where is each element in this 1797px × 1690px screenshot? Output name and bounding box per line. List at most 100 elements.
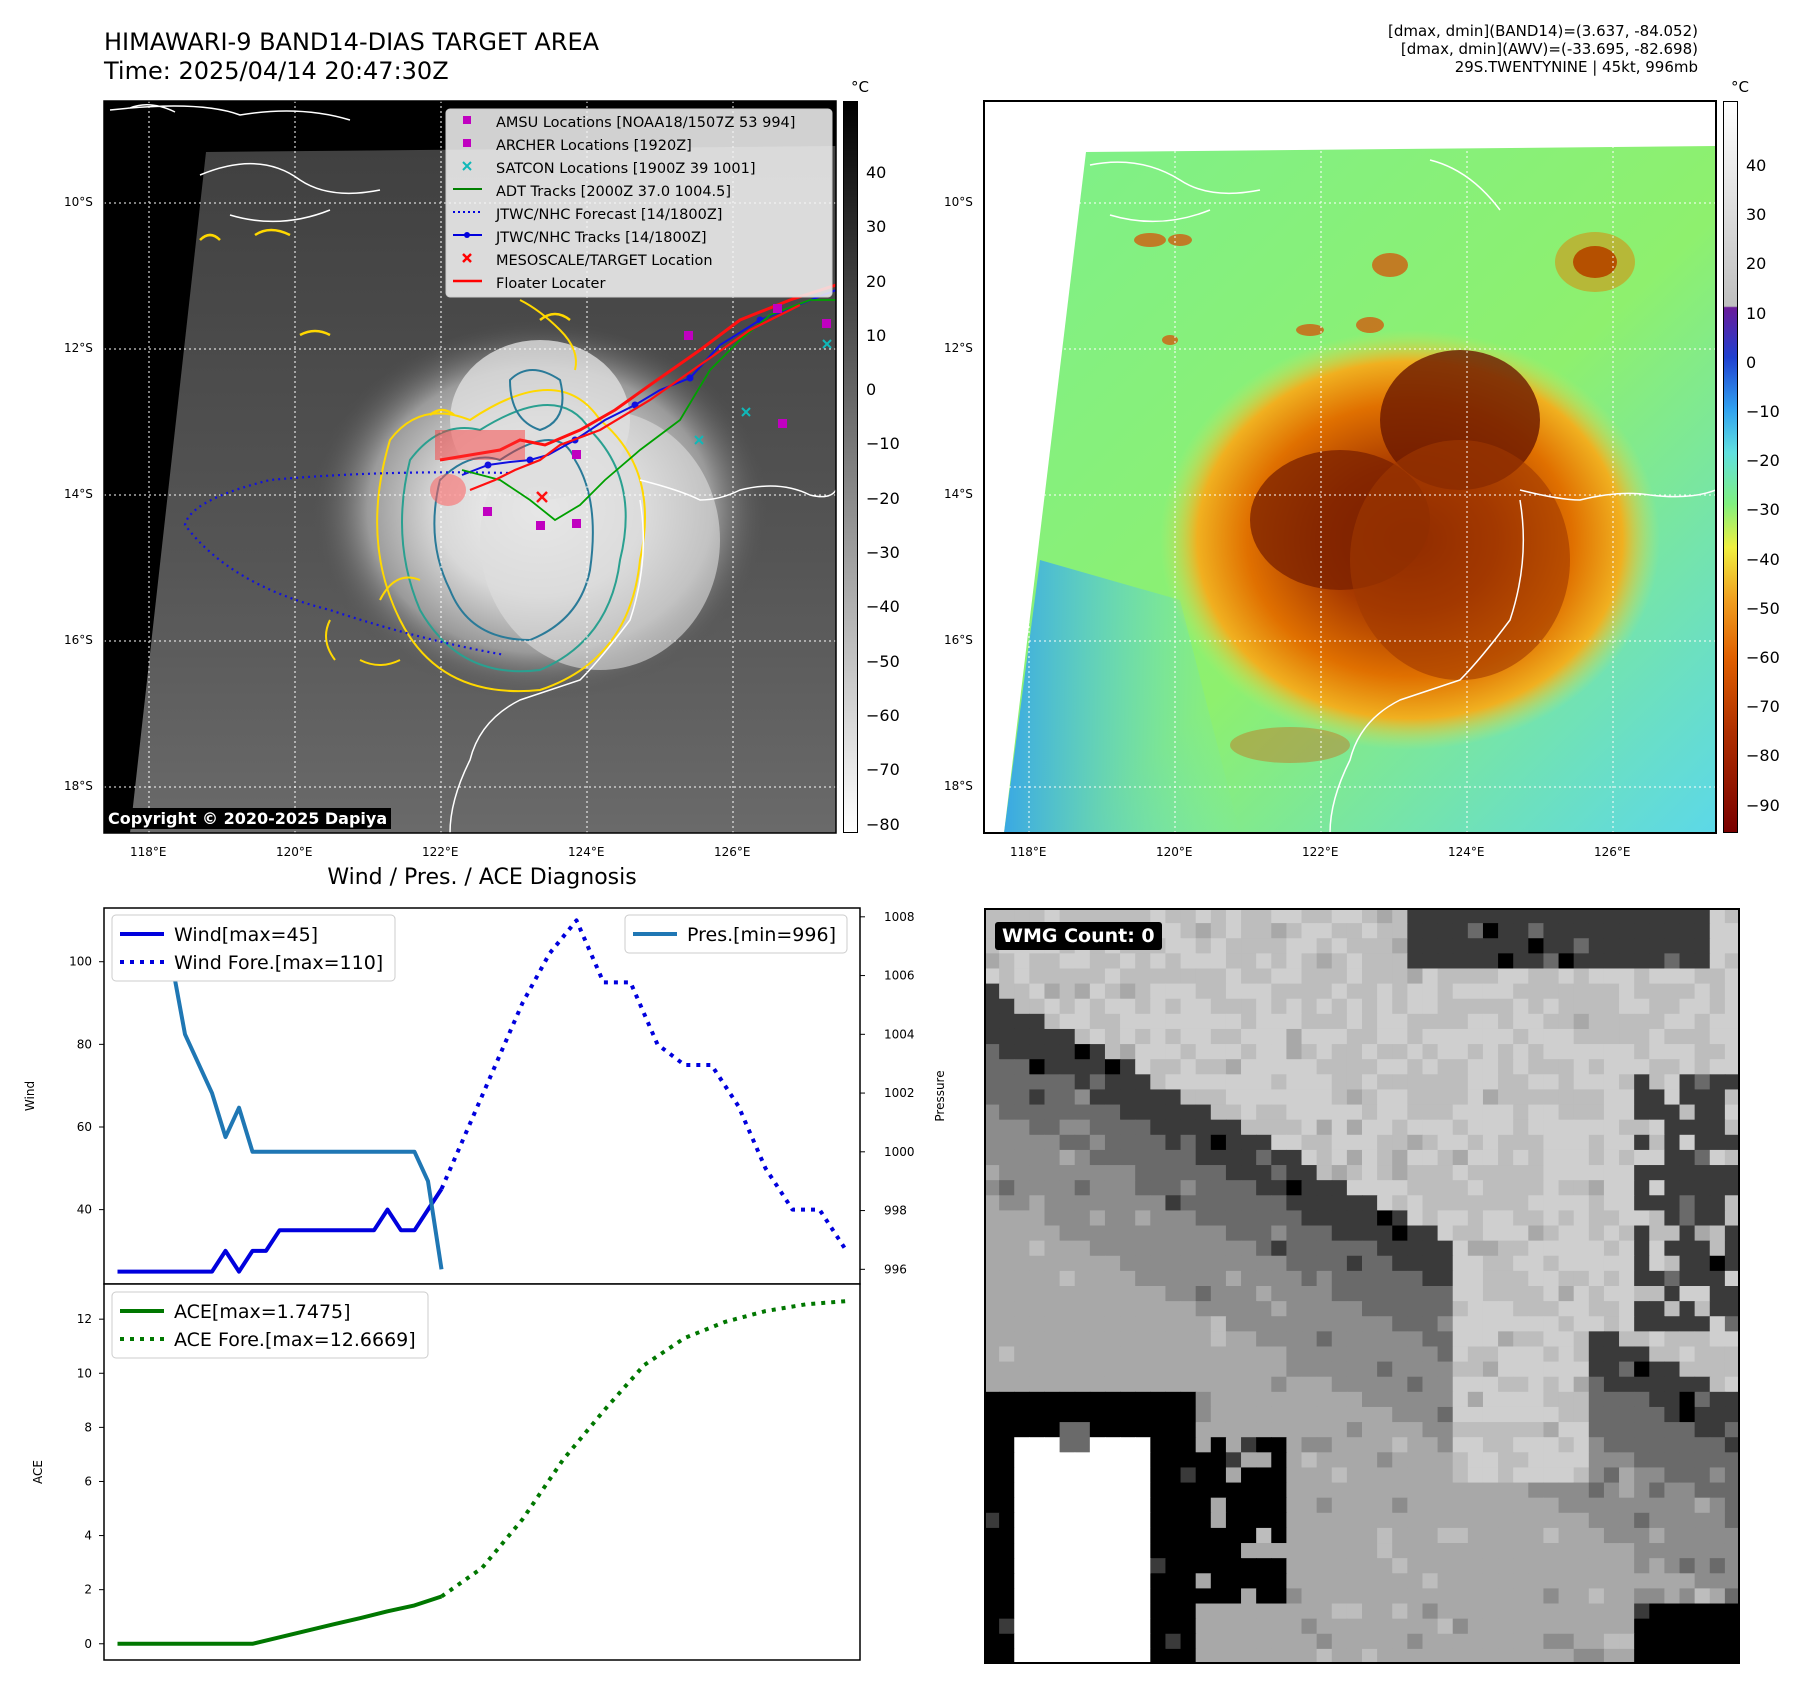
map-frame (103, 100, 837, 834)
band14-range: [dmax, dmin](BAND14)=(3.637, -84.052) (1387, 22, 1698, 40)
pressure-ytick-label: 998 (884, 1204, 907, 1218)
lon-label-126e: 126°E (714, 845, 751, 859)
color-tick: −60 (1746, 648, 1780, 668)
legend-labels: AMSU Locations [NOAA18/1507Z 53 994] ARC… (496, 112, 795, 296)
adt-track (461, 299, 836, 522)
lon-label-124e: 124°E (568, 845, 605, 859)
ace-ytick-label: 10 (77, 1366, 92, 1380)
gray-tick: −10 (866, 434, 900, 454)
wind-ytick-label: 60 (77, 1120, 92, 1134)
ace-legend-box (111, 1291, 429, 1359)
ace-ytick-label: 4 (84, 1529, 92, 1543)
color-tick: −20 (1746, 451, 1780, 471)
color-tick: −90 (1746, 795, 1780, 815)
lat-label-16s: 16°S (64, 633, 93, 647)
diagnosis-charts: 40 60 80 100 996 998 1000 1002 1004 1006 1008 0 2 4 6 8… (23, 907, 947, 1661)
floater-track (439, 283, 836, 462)
gray-tick: 0 (866, 380, 877, 400)
diagnosis-title: Wind / Pres. / ACE Diagnosis (327, 865, 637, 890)
lon-label-120e: 120°E (276, 845, 313, 859)
awv-pixel-panel (984, 908, 1740, 1664)
ace-legend-label: ACE Fore.[max=12.6669] (174, 1329, 416, 1351)
gray-tick: 30 (866, 217, 887, 237)
color-tick: −30 (1746, 500, 1780, 520)
legend-archer-icon (463, 139, 471, 147)
pressure-ytick-label: 1006 (884, 969, 915, 983)
gray-tick: 10 (866, 325, 887, 345)
color-tick: −70 (1746, 697, 1780, 717)
color-colorbar (1723, 101, 1738, 833)
color-tick: 0 (1746, 352, 1757, 372)
gray-colorbar-unit: °C (851, 78, 869, 96)
ace-ytick-label: 8 (84, 1420, 92, 1434)
ace-axis-label: ACE (31, 1460, 45, 1484)
wmg-count-badge: WMG Count: 0 (995, 922, 1162, 950)
figure-title: HIMAWARI-9 BAND14-DIAS TARGET AREA Time:… (104, 28, 599, 86)
lat-label-14s: 14°S (64, 487, 93, 501)
ir-lon-label-118e: 118°E (1010, 845, 1047, 859)
lon-label-122e: 122°E (422, 845, 459, 859)
pressure-axis-label: Pressure (933, 1070, 947, 1121)
legend-label-satcon: SATCON Locations [1900Z 39 1001] (496, 161, 756, 177)
gray-tick: −30 (866, 543, 900, 563)
ace-ytick-label: 0 (84, 1637, 92, 1651)
wind-forecast-series-line (439, 918, 849, 1252)
title-line-2: Time: 2025/04/14 20:47:30Z (104, 57, 449, 85)
ace-ytick-label: 12 (77, 1312, 92, 1326)
legend-label-jtwc: JTWC/NHC Tracks [14/1800Z] (496, 230, 707, 246)
color-tick: −10 (1746, 402, 1780, 422)
gray-colorbar (843, 101, 858, 833)
ir-lat-label-16s: 16°S (944, 633, 973, 647)
copyright-badge: Copyright © 2020-2025 Dapiya (104, 808, 392, 829)
lat-label-12s: 12°S (64, 341, 93, 355)
ir-lat-label-14s: 14°S (944, 487, 973, 501)
gray-tick: 40 (866, 163, 887, 182)
wind-series-line (117, 1187, 444, 1274)
legend-label-archer: ARCHER Locations [1920Z] (496, 138, 692, 154)
awv-raster (984, 908, 1740, 1664)
gray-tick: 20 (866, 271, 887, 291)
ace-ytick-label: 2 (84, 1583, 92, 1597)
ir-lon-label-122e: 122°E (1302, 845, 1339, 859)
lat-label-18s: 18°S (64, 779, 93, 793)
color-tick: −80 (1746, 746, 1780, 766)
wind-legend-label: Wind Fore.[max=110] (174, 952, 383, 974)
storm-summary: 29S.TWENTYNINE | 45kt, 996mb (1454, 58, 1698, 76)
pressure-ytick-label: 996 (884, 1262, 907, 1276)
storm-info: [dmax, dmin](BAND14)=(3.637, -84.052) [d… (1388, 22, 1698, 76)
legend-label-floater: Floater Locater (496, 276, 606, 292)
awv-frame (984, 908, 1740, 1664)
wind-ytick-label: 80 (77, 1037, 92, 1051)
lon-label-118e: 118°E (130, 845, 167, 859)
wind-legend-label: Wind[max=45] (174, 924, 318, 946)
ace-legend-label: ACE[max=1.7475] (174, 1301, 351, 1323)
color-tick: −50 (1746, 598, 1780, 618)
color-colorbar-ticks: 40 30 20 10 0 −10 −20 −30 −40 −50 −60 −7… (1746, 141, 1780, 830)
legend-target-icon (462, 253, 472, 263)
gray-colorbar-ticks: 40 30 20 10 0 −10 −20 −30 −40 −50 −60 −7… (866, 146, 900, 852)
gray-tick: −40 (866, 597, 900, 617)
wind-ytick-label: 100 (69, 955, 92, 969)
amsu-archer-markers (483, 304, 831, 530)
gray-tick: −70 (866, 760, 900, 780)
color-tick: 20 (1746, 254, 1767, 274)
ir-lon-label-120e: 120°E (1156, 845, 1193, 859)
wind-axis-label: Wind (23, 1081, 37, 1111)
ace-series-line (117, 1594, 443, 1646)
pressure-legend-box (624, 914, 848, 954)
band14-map-panel (103, 100, 837, 834)
ace-ytick-label: 6 (84, 1474, 92, 1488)
legend-label-amsu: AMSU Locations [NOAA18/1507Z 53 994] (496, 115, 796, 131)
jtwc-track (461, 289, 836, 476)
map-legend (445, 108, 833, 298)
ir-lat-label-12s: 12°S (944, 341, 973, 355)
ir-lat-label-18s: 18°S (944, 779, 973, 793)
target-location-marker (536, 491, 548, 503)
title-line-1: HIMAWARI-9 BAND14-DIAS TARGET AREA (104, 28, 600, 56)
gray-tick: −20 (866, 488, 900, 508)
pressure-ytick-label: 1004 (884, 1027, 915, 1041)
ir-map-frame (983, 100, 1717, 834)
cold-cloud-contour (376, 389, 646, 693)
legend-label-adt: ADT Tracks [2000Z 37.0 1004.5] (496, 184, 732, 200)
gray-tick: −50 (866, 651, 900, 671)
